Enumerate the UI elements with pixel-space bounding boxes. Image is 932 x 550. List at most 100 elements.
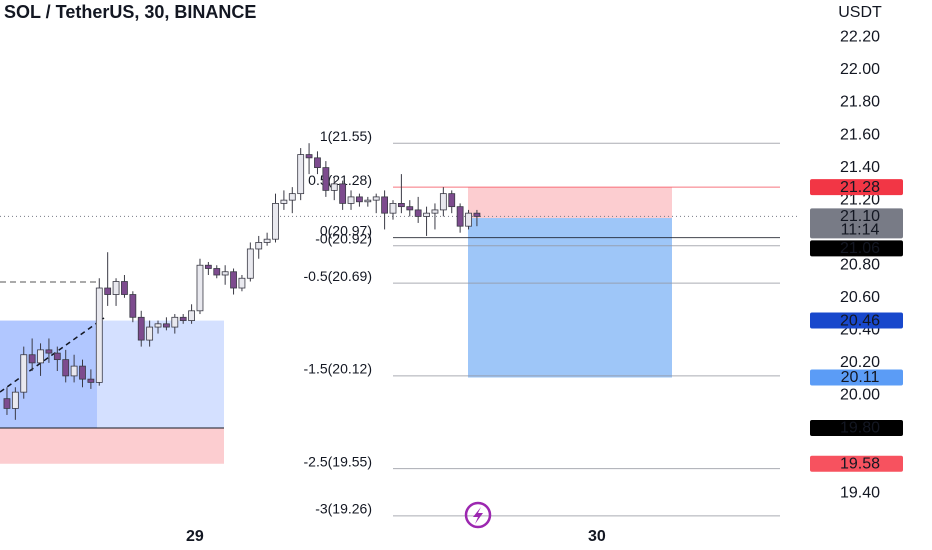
candle-body — [137, 316, 145, 341]
fib-label: -0.5(20.69) — [304, 268, 372, 284]
candle-body — [356, 196, 363, 203]
candle-body — [28, 354, 36, 364]
candle-body — [255, 242, 263, 250]
lightning-bolt — [473, 507, 483, 524]
y-tick-label: 20.60 — [840, 289, 880, 306]
candle-body — [95, 287, 103, 383]
candle-body — [339, 183, 347, 204]
fib-label: -3(19.26) — [315, 501, 372, 517]
candle-body — [37, 349, 44, 364]
candle-body — [280, 199, 288, 204]
y-tick-label: 22.00 — [840, 61, 880, 78]
price-badge — [810, 179, 903, 196]
candle-body — [129, 294, 137, 318]
x-tick-label: 30 — [588, 528, 606, 545]
axis-unit: USDT — [838, 4, 882, 21]
y-tick-label: 20.20 — [840, 354, 880, 371]
target-zone — [468, 218, 672, 378]
candle-body — [20, 354, 28, 393]
price-badge-label: 21.10 — [840, 208, 880, 225]
candle-body — [163, 323, 170, 328]
price-badge — [810, 312, 903, 329]
y-tick-label: 21.20 — [840, 191, 880, 208]
price-badge-label: 21.28 — [840, 179, 880, 196]
candle-body — [204, 264, 212, 269]
candles — [3, 143, 481, 420]
price-badge — [810, 208, 903, 239]
price-axis: 29 3022.2022.0021.8021.6021.4021.2020.802… — [186, 29, 903, 545]
candle-body — [288, 193, 296, 201]
price-badge-label: 19.80 — [840, 420, 880, 437]
candle-body — [431, 209, 439, 214]
drawings: 1(21.55)0.5(21.28)0(20.97)-0(20.92)-0.5(… — [0, 128, 800, 517]
fib-label: -0(20.92) — [315, 230, 372, 246]
candle-body — [314, 157, 321, 169]
candle-body — [347, 196, 355, 204]
candle-body — [112, 281, 120, 295]
fib-label: -2.5(19.55) — [304, 453, 372, 469]
candle-body — [305, 154, 313, 159]
y-tick-label: 22.20 — [840, 29, 880, 46]
candle-body — [213, 268, 221, 276]
candle-body — [330, 183, 338, 191]
candle-body — [439, 193, 447, 211]
fib-label: -1.5(20.12) — [304, 361, 372, 377]
candle-body — [246, 248, 254, 279]
candle-body — [372, 196, 380, 201]
candle-body — [104, 287, 112, 295]
price-badge — [810, 369, 903, 386]
candle-body — [154, 323, 162, 328]
candle-body — [179, 316, 187, 321]
candle-body — [62, 359, 70, 377]
candle-body — [297, 154, 305, 195]
candle-body — [11, 391, 19, 409]
candle-body — [188, 310, 195, 321]
candle-body — [53, 352, 61, 361]
price-badge-label: 20.11 — [841, 369, 880, 386]
candle-body — [3, 398, 11, 409]
candle-body — [389, 203, 397, 214]
candle-body — [465, 212, 472, 227]
countdown-label: 11:14 — [841, 222, 880, 239]
y-tick-label: 19.40 — [840, 484, 880, 501]
candle-body — [146, 326, 154, 341]
price-badge-label: 21.06 — [840, 240, 880, 257]
candle-body — [230, 271, 237, 289]
lightning-icon[interactable] — [464, 501, 492, 529]
candle-body — [381, 196, 389, 214]
candle-body — [406, 206, 414, 211]
stop-zone — [0, 427, 224, 464]
price-badge-label: 19.58 — [840, 455, 880, 472]
price-badge — [810, 419, 903, 436]
candle-body — [221, 271, 229, 276]
candle-body — [423, 212, 430, 217]
y-tick-label: 20.80 — [840, 256, 880, 273]
candle-body — [263, 238, 271, 243]
candle-body — [87, 378, 95, 383]
fib-label: 1(21.55) — [320, 128, 372, 144]
price-badge — [810, 455, 903, 472]
y-tick-label: 20.00 — [840, 387, 880, 404]
x-tick-label: 29 — [186, 528, 204, 545]
candle-body — [322, 167, 330, 191]
candle-body — [70, 365, 78, 377]
candle-body — [473, 212, 481, 217]
candle-body — [448, 193, 456, 208]
fib-label: 0(20.97) — [320, 222, 372, 238]
candle-body — [456, 206, 464, 227]
y-tick-label: 21.40 — [840, 159, 880, 176]
y-tick-label: 21.60 — [840, 126, 880, 143]
candle-body — [45, 349, 53, 354]
candle-body — [364, 199, 372, 203]
y-tick-label: 21.80 — [840, 94, 880, 111]
price-badge — [810, 240, 903, 257]
stop-zone — [468, 187, 672, 219]
candle-body — [79, 365, 86, 380]
candle-body — [196, 264, 204, 312]
price-badge-label: 20.46 — [840, 312, 880, 329]
dashed-trend — [0, 317, 105, 393]
target-zone — [0, 320, 224, 428]
candle-body — [121, 281, 128, 295]
